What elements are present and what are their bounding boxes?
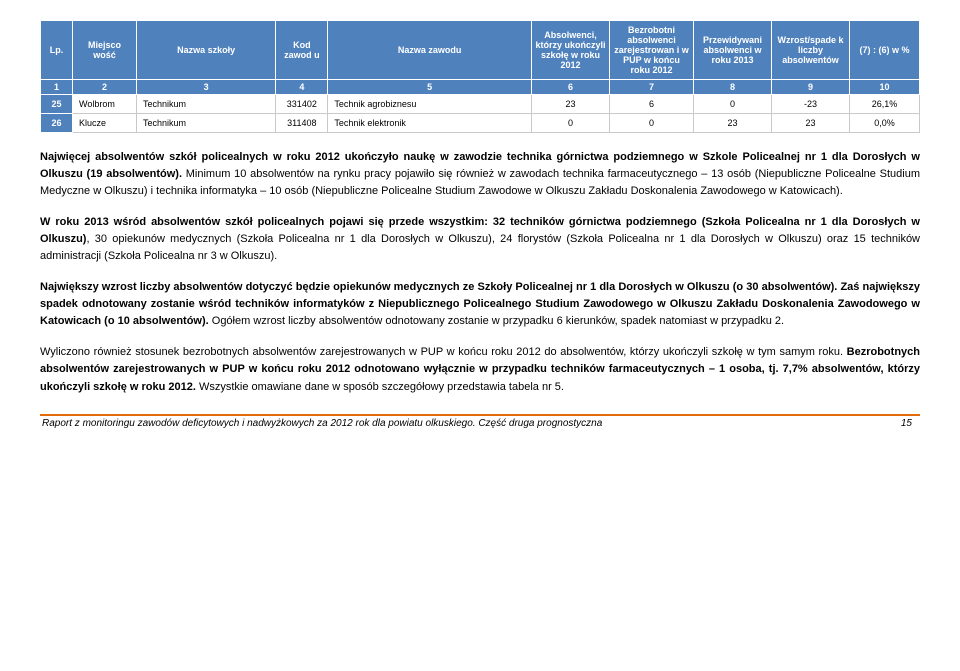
cell-c8: 0 — [694, 95, 772, 114]
paragraph-2: W roku 2013 wśród absolwentów szkół poli… — [40, 214, 920, 265]
colnum: 4 — [276, 80, 328, 95]
colnum: 2 — [73, 80, 137, 95]
cell-szkola: Technikum — [137, 114, 276, 133]
footer-text: Raport z monitoringu zawodów deficytowyc… — [42, 418, 602, 429]
colnum: 10 — [850, 80, 920, 95]
cell-zawod: Technik elektronik — [328, 114, 532, 133]
table-row: 26 Klucze Technikum 311408 Technik elekt… — [41, 114, 920, 133]
th-nazwa-szkoly: Nazwa szkoły — [137, 21, 276, 80]
cell-c9: 23 — [772, 114, 850, 133]
th-kod-zawodu: Kod zawod u — [276, 21, 328, 80]
paragraph-4: Wyliczono również stosunek bezrobotnych … — [40, 344, 920, 395]
cell-szkola: Technikum — [137, 95, 276, 114]
footer-page-number: 15 — [901, 418, 912, 429]
cell-c10: 26,1% — [850, 95, 920, 114]
cell-zawod: Technik agrobiznesu — [328, 95, 532, 114]
page-footer: Raport z monitoringu zawodów deficytowyc… — [40, 414, 920, 429]
th-miejscowosc: Miejsco wość — [73, 21, 137, 80]
paragraph-1: Najwięcej absolwentów szkół policealnych… — [40, 149, 920, 200]
colnum: 7 — [610, 80, 694, 95]
paragraph-3: Największy wzrost liczby absolwentów dot… — [40, 279, 920, 330]
colnum: 5 — [328, 80, 532, 95]
cell-c7: 6 — [610, 95, 694, 114]
cell-lp: 25 — [41, 95, 73, 114]
para3-rest: Ogółem wzrost liczby absolwentów odnotow… — [209, 315, 784, 327]
para4-rest: Wszystkie omawiane dane w sposób szczegó… — [196, 381, 564, 393]
cell-kod: 331402 — [276, 95, 328, 114]
th-nazwa-zawodu: Nazwa zawodu — [328, 21, 532, 80]
colnum: 9 — [772, 80, 850, 95]
cell-c7: 0 — [610, 114, 694, 133]
table-row: 25 Wolbrom Technikum 331402 Technik agro… — [41, 95, 920, 114]
cell-c10: 0,0% — [850, 114, 920, 133]
colnum: 6 — [532, 80, 610, 95]
cell-c6: 23 — [532, 95, 610, 114]
cell-c8: 23 — [694, 114, 772, 133]
th-bezrobotni: Bezrobotni absolwenci zarejestrowan i w … — [610, 21, 694, 80]
th-percent: (7) : (6) w % — [850, 21, 920, 80]
th-lp: Lp. — [41, 21, 73, 80]
body-text: Najwięcej absolwentów szkół policealnych… — [40, 149, 920, 396]
colnum: 1 — [41, 80, 73, 95]
th-przewidywani: Przewidywani absolwenci w roku 2013 — [694, 21, 772, 80]
th-wzrost-spadek: Wzrost/spade k liczby absolwentów — [772, 21, 850, 80]
table-column-numbers: 1 2 3 4 5 6 7 8 9 10 — [41, 80, 920, 95]
colnum: 3 — [137, 80, 276, 95]
cell-kod: 311408 — [276, 114, 328, 133]
cell-lp: 26 — [41, 114, 73, 133]
data-table: Lp. Miejsco wość Nazwa szkoły Kod zawod … — [40, 20, 920, 133]
para4-intro: Wyliczono również stosunek bezrobotnych … — [40, 346, 847, 358]
colnum: 8 — [694, 80, 772, 95]
cell-c6: 0 — [532, 114, 610, 133]
cell-c9: -23 — [772, 95, 850, 114]
para2-rest: , 30 opiekunów medycznych (Szkoła Police… — [40, 233, 920, 262]
table-header-row: Lp. Miejsco wość Nazwa szkoły Kod zawod … — [41, 21, 920, 80]
cell-miejscowosc: Klucze — [73, 114, 137, 133]
th-absolwenci-2012: Absolwenci, którzy ukończyli szkołę w ro… — [532, 21, 610, 80]
cell-miejscowosc: Wolbrom — [73, 95, 137, 114]
